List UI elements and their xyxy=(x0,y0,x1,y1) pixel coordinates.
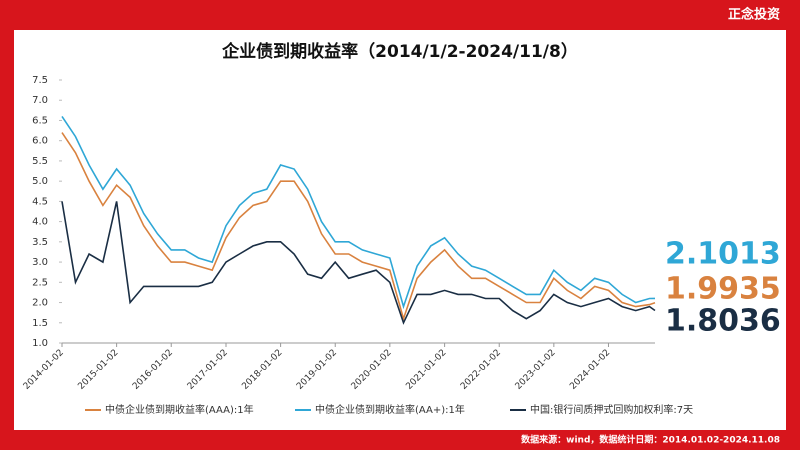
y-tick-label: 5.0 xyxy=(32,176,48,187)
legend-label: 中债企业债到期收益率(AA+):1年 xyxy=(315,403,465,416)
end-value-label: 1.9935 xyxy=(665,272,781,307)
series-line xyxy=(61,115,656,310)
series-line xyxy=(61,132,656,322)
source-note: 数据来源：wind，数据统计日期：2014.01.02-2024.11.08 xyxy=(521,434,780,446)
y-tick-label: 4.0 xyxy=(32,217,48,228)
legend-label: 中国:银行间质押式回购加权利率:7天 xyxy=(530,403,693,416)
y-tick-label: 6.5 xyxy=(32,115,48,126)
series-line xyxy=(61,201,656,325)
y-tick-label: 5.5 xyxy=(32,156,48,167)
y-tick-label: 4.5 xyxy=(32,196,48,207)
y-tick-label: 6.0 xyxy=(32,136,48,147)
brand: 正念投资 xyxy=(728,7,780,23)
y-tick-label: 7.0 xyxy=(32,95,48,106)
y-tick-label: 1.0 xyxy=(32,338,48,349)
end-value-label: 1.8036 xyxy=(665,304,781,339)
chart-title: 企业债到期收益率（2014/1/2-2024/11/8） xyxy=(221,41,578,62)
y-tick-label: 1.5 xyxy=(32,318,48,329)
end-value-label: 2.1013 xyxy=(665,237,781,272)
y-tick-label: 7.5 xyxy=(32,75,48,86)
y-tick-label: 2.5 xyxy=(32,277,48,288)
legend-label: 中债企业债到期收益率(AAA):1年 xyxy=(105,403,254,416)
y-tick-label: 2.0 xyxy=(32,298,48,309)
panel xyxy=(14,30,786,430)
y-tick-label: 3.0 xyxy=(32,257,48,268)
y-tick-label: 3.5 xyxy=(32,237,48,248)
